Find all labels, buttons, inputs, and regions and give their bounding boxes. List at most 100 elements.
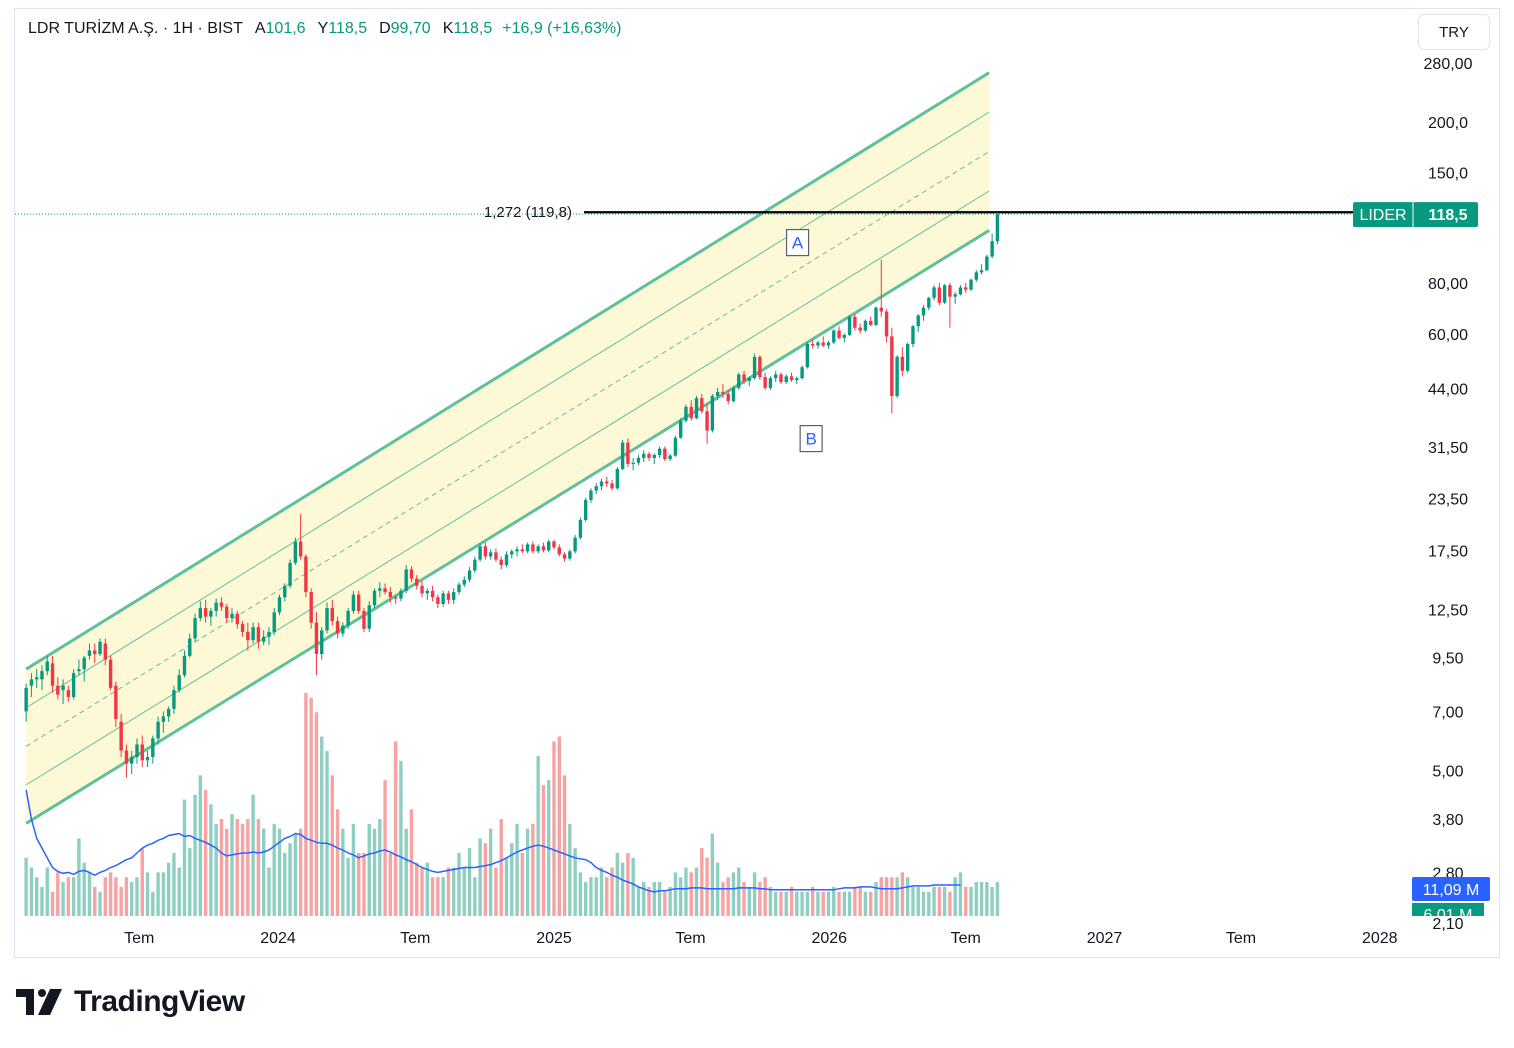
volume-bar [198, 775, 203, 916]
candle-body [29, 679, 34, 686]
candle-body [562, 554, 567, 559]
candle-body [341, 625, 345, 634]
volume-bar [552, 741, 556, 916]
candle-body [298, 541, 303, 557]
volume-bar [166, 862, 171, 916]
tradingview-logo[interactable]: TradingView [16, 985, 245, 1019]
symbol-title[interactable]: LDR TURİZM A.Ş. · 1H · BIST [28, 20, 243, 37]
candle-body [689, 406, 693, 419]
candle-body [399, 590, 403, 599]
candle-body [520, 549, 525, 552]
candle-body [24, 687, 28, 712]
volume-bar [156, 872, 160, 916]
volume-bar [911, 886, 915, 916]
candle-body [700, 398, 704, 412]
candle-body [335, 621, 340, 634]
candle-body [404, 569, 408, 591]
candle-body [182, 655, 187, 676]
candle-body [937, 287, 942, 303]
candle-body [673, 437, 678, 456]
fib-extension-label: 1,272 (119,8) [484, 204, 572, 221]
candle-body [620, 442, 625, 469]
trend-channel-fill [26, 72, 990, 824]
volume-bar [467, 848, 472, 916]
volume-bar [61, 882, 65, 916]
candle-body [610, 483, 614, 489]
candle-body [541, 546, 546, 551]
candle-body [283, 585, 287, 598]
candle-body [188, 638, 192, 656]
volume-bar [985, 882, 989, 916]
candle-body [626, 442, 630, 464]
candle-body [261, 636, 266, 642]
volume-bar [499, 819, 503, 916]
volume-bar [795, 891, 799, 916]
volume-bar [446, 867, 451, 916]
volume-bar [240, 823, 245, 916]
y-axis-tick: 2,10 [1432, 916, 1463, 933]
candle-body [388, 592, 393, 598]
candle-body [61, 685, 65, 691]
x-axis-tick: 2027 [1087, 930, 1123, 947]
currency-button[interactable]: TRY [1418, 14, 1490, 50]
volume-bar [821, 891, 825, 916]
candle-body [810, 344, 815, 346]
volume-bar [921, 891, 926, 916]
volume-bar [325, 751, 329, 916]
candle-body [599, 481, 604, 487]
x-axis-tick: 2025 [536, 930, 572, 947]
volume-bar [620, 862, 625, 916]
volume-bar [457, 852, 461, 916]
candle-body [758, 356, 762, 378]
y-axis-tick: 60,00 [1428, 327, 1468, 344]
price-tag-symbol: LIDER [1359, 207, 1406, 224]
volume-bar [816, 891, 820, 916]
volume-bar [277, 828, 282, 916]
candle-body [911, 326, 915, 345]
point-a-box [785, 228, 810, 257]
volume-bar [710, 833, 715, 916]
candle-body [710, 396, 715, 431]
volume-bar [409, 809, 414, 916]
candle-body [304, 556, 308, 593]
candle-body [145, 756, 150, 761]
channel-upper-line [25, 71, 990, 671]
candle-body [119, 721, 123, 751]
candle-body [895, 356, 899, 397]
candle-body [789, 376, 794, 381]
candle-body [826, 342, 831, 346]
volume-bar [383, 780, 387, 916]
point-a-label: A [792, 234, 804, 253]
channel-lower-line [25, 229, 990, 825]
volume-bar [298, 828, 303, 916]
candle-body [436, 597, 440, 604]
volume-ma-line [25, 789, 961, 893]
candle-body [979, 270, 984, 273]
candle-body [246, 631, 250, 641]
candle-body [795, 378, 799, 381]
candle-body [863, 320, 868, 331]
candle-body [452, 592, 456, 600]
candle-body [800, 367, 804, 379]
volume-bar [531, 823, 535, 916]
volume-bar [610, 867, 614, 916]
volume-bar [473, 877, 477, 916]
candle-body [409, 569, 414, 579]
volume-bar [34, 877, 39, 916]
volume-bar [974, 882, 978, 916]
candle-body [615, 468, 620, 489]
candle-body [515, 549, 519, 552]
volume-bar [663, 891, 667, 916]
volume-bar [694, 867, 699, 916]
candle-body [166, 708, 171, 717]
candle-body [108, 659, 113, 688]
volume-bar [642, 882, 646, 916]
volume-bar [124, 877, 129, 916]
candle-body [663, 448, 667, 460]
volume-bar [304, 692, 308, 916]
candle-body [356, 594, 361, 611]
volume-bar [858, 886, 862, 916]
volume-bar [367, 823, 371, 916]
candle-body [916, 315, 920, 327]
